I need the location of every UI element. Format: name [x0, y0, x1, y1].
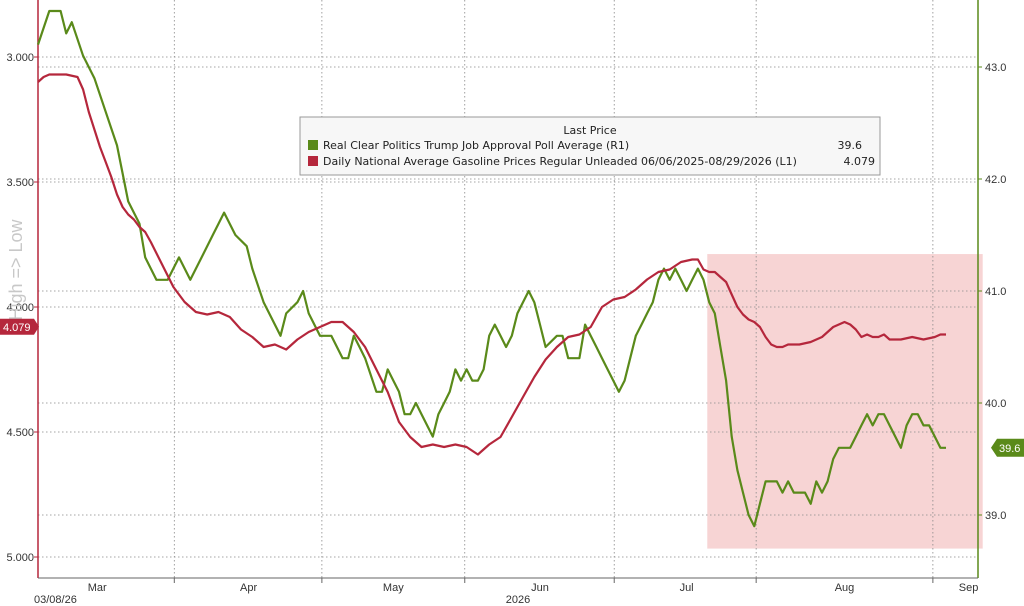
legend-value-gasoline: 4.079: [844, 155, 876, 168]
x-tick-label-aug: Aug: [835, 582, 855, 594]
left-tick-label-1: 3.500: [6, 177, 34, 189]
right-current-value-box: [991, 438, 1024, 457]
x-axis-start-date: 03/08/26: [34, 594, 77, 606]
x-tick-label-jun: Jun: [531, 582, 549, 594]
x-tick-label-sep: Sep: [959, 582, 979, 594]
legend: Last Price Real Clear Politics Trump Job…: [299, 116, 881, 176]
left-tick-label-0: 3.000: [6, 52, 34, 64]
legend-box: [299, 116, 881, 176]
right-tick-label-0: 39.0: [985, 510, 1006, 522]
right-tick-label-2: 41.0: [985, 286, 1006, 298]
legend-swatch-approval: [308, 140, 318, 150]
legend-header: Last Price: [563, 124, 616, 137]
left-current-value-tag: 4.079: [0, 318, 39, 335]
x-tick-label-may: May: [383, 582, 404, 594]
left-tick-label-3: 4.500: [6, 427, 34, 439]
left-current-value-box: [0, 318, 39, 335]
legend-label-gasoline: Daily National Average Gasoline Prices R…: [323, 155, 797, 168]
right-current-value-tag: 39.6: [991, 438, 1024, 457]
legend-label-approval: Real Clear Politics Trump Job Approval P…: [323, 139, 629, 152]
right-tick-label-3: 42.0: [985, 174, 1006, 186]
series-layer: [36, 9, 946, 528]
series-approval-line: [36, 9, 946, 528]
left-axis-ticks: 3.000 3.500 4.000 4.500 5.000: [6, 52, 38, 564]
x-tick-label-jul: Jul: [680, 582, 694, 594]
x-tick-label-mar: Mar: [88, 582, 107, 594]
legend-value-approval: 39.6: [838, 139, 863, 152]
right-tick-label-1: 40.0: [985, 398, 1006, 410]
x-axis-year-label: 2026: [506, 594, 530, 606]
legend-swatch-gasoline: [308, 156, 318, 166]
series-gasoline-line: [37, 73, 946, 456]
left-tick-label-2: 4.000: [6, 302, 34, 314]
highlight-region: [707, 254, 983, 549]
x-axis-ticks: Mar Apr May Jun Jul Aug Sep: [88, 578, 979, 594]
right-current-value-label: 39.6: [999, 443, 1020, 455]
left-axis-label: High => Low: [6, 218, 26, 320]
left-current-value-label: 4.079: [3, 322, 31, 334]
gridlines: [38, 0, 978, 578]
x-tick-label-apr: Apr: [240, 582, 257, 594]
right-axis-ticks: 39.0 40.0 41.0 42.0 43.0: [978, 62, 1006, 522]
right-tick-label-4: 43.0: [985, 62, 1006, 74]
left-tick-label-4: 5.000: [6, 552, 34, 564]
